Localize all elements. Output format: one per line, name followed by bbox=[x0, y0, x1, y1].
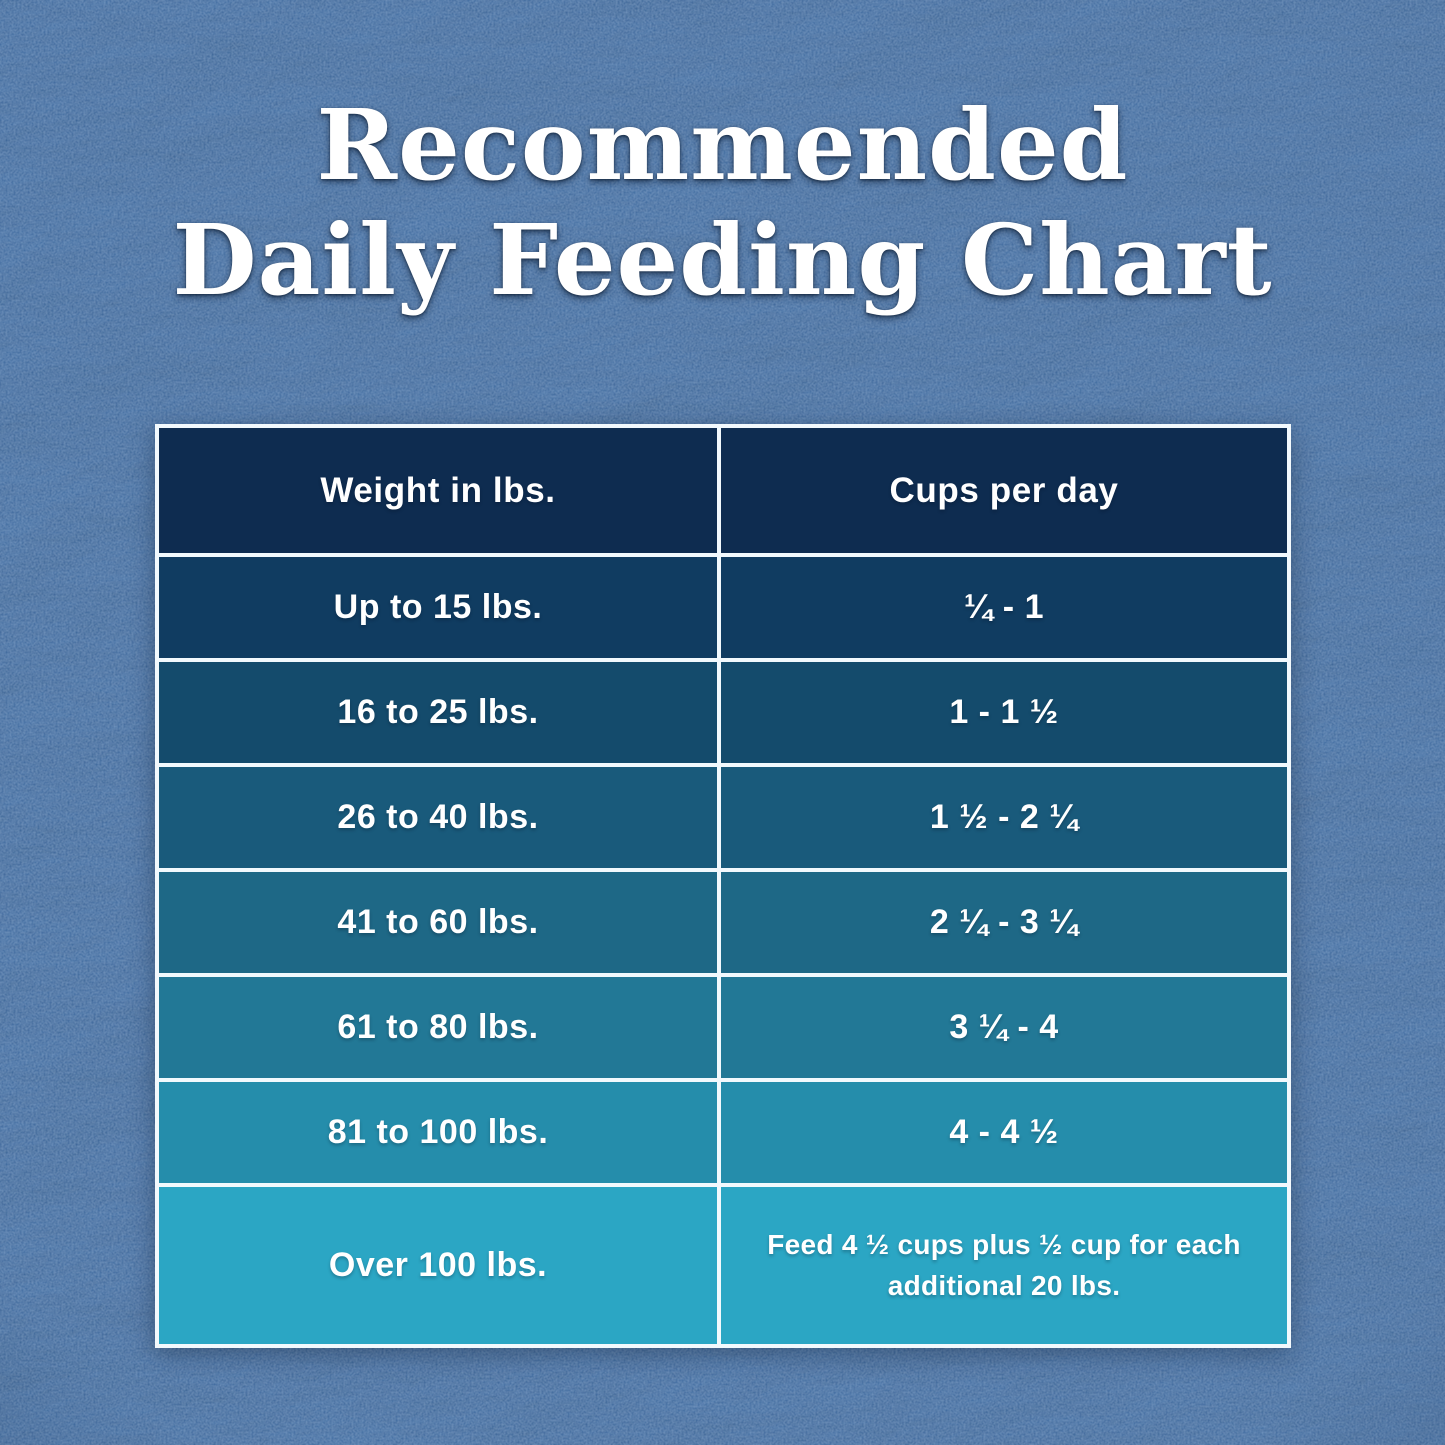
weight-cell: 81 to 100 lbs. bbox=[159, 1082, 717, 1183]
table-header-row: Weight in lbs. Cups per day bbox=[159, 428, 1287, 553]
table-row: 41 to 60 lbs. 2 ¼ - 3 ¼ bbox=[159, 872, 1287, 973]
page-title-line1: Recommended bbox=[316, 88, 1129, 202]
page-title-line2: Daily Feeding Chart bbox=[172, 203, 1273, 318]
table-row: Over 100 lbs. Feed 4 ½ cups plus ½ cup f… bbox=[159, 1187, 1287, 1344]
cups-cell: 1 ½ - 2 ¼ bbox=[721, 767, 1287, 868]
cups-cell: Feed 4 ½ cups plus ½ cup for each additi… bbox=[721, 1187, 1287, 1344]
table-row: 61 to 80 lbs. 3 ¼ - 4 bbox=[159, 977, 1287, 1078]
weight-cell: 26 to 40 lbs. bbox=[159, 767, 717, 868]
page-title: Recommended Daily Feeding Chart bbox=[0, 88, 1445, 319]
cups-cell: 4 - 4 ½ bbox=[721, 1082, 1287, 1183]
column-header-cups: Cups per day bbox=[721, 428, 1287, 553]
cups-cell: 2 ¼ - 3 ¼ bbox=[721, 872, 1287, 973]
table-row: 81 to 100 lbs. 4 - 4 ½ bbox=[159, 1082, 1287, 1183]
cups-cell: ¼ - 1 bbox=[721, 557, 1287, 658]
weight-cell: 16 to 25 lbs. bbox=[159, 662, 717, 763]
table-row: 16 to 25 lbs. 1 - 1 ½ bbox=[159, 662, 1287, 763]
weight-cell: Over 100 lbs. bbox=[159, 1187, 717, 1344]
weight-cell: 41 to 60 lbs. bbox=[159, 872, 717, 973]
weight-cell: 61 to 80 lbs. bbox=[159, 977, 717, 1078]
cups-cell: 3 ¼ - 4 bbox=[721, 977, 1287, 1078]
cups-cell: 1 - 1 ½ bbox=[721, 662, 1287, 763]
column-header-weight: Weight in lbs. bbox=[159, 428, 717, 553]
feeding-table: Weight in lbs. Cups per day Up to 15 lbs… bbox=[155, 424, 1291, 1348]
table-row: 26 to 40 lbs. 1 ½ - 2 ¼ bbox=[159, 767, 1287, 868]
weight-cell: Up to 15 lbs. bbox=[159, 557, 717, 658]
table-row: Up to 15 lbs. ¼ - 1 bbox=[159, 557, 1287, 658]
